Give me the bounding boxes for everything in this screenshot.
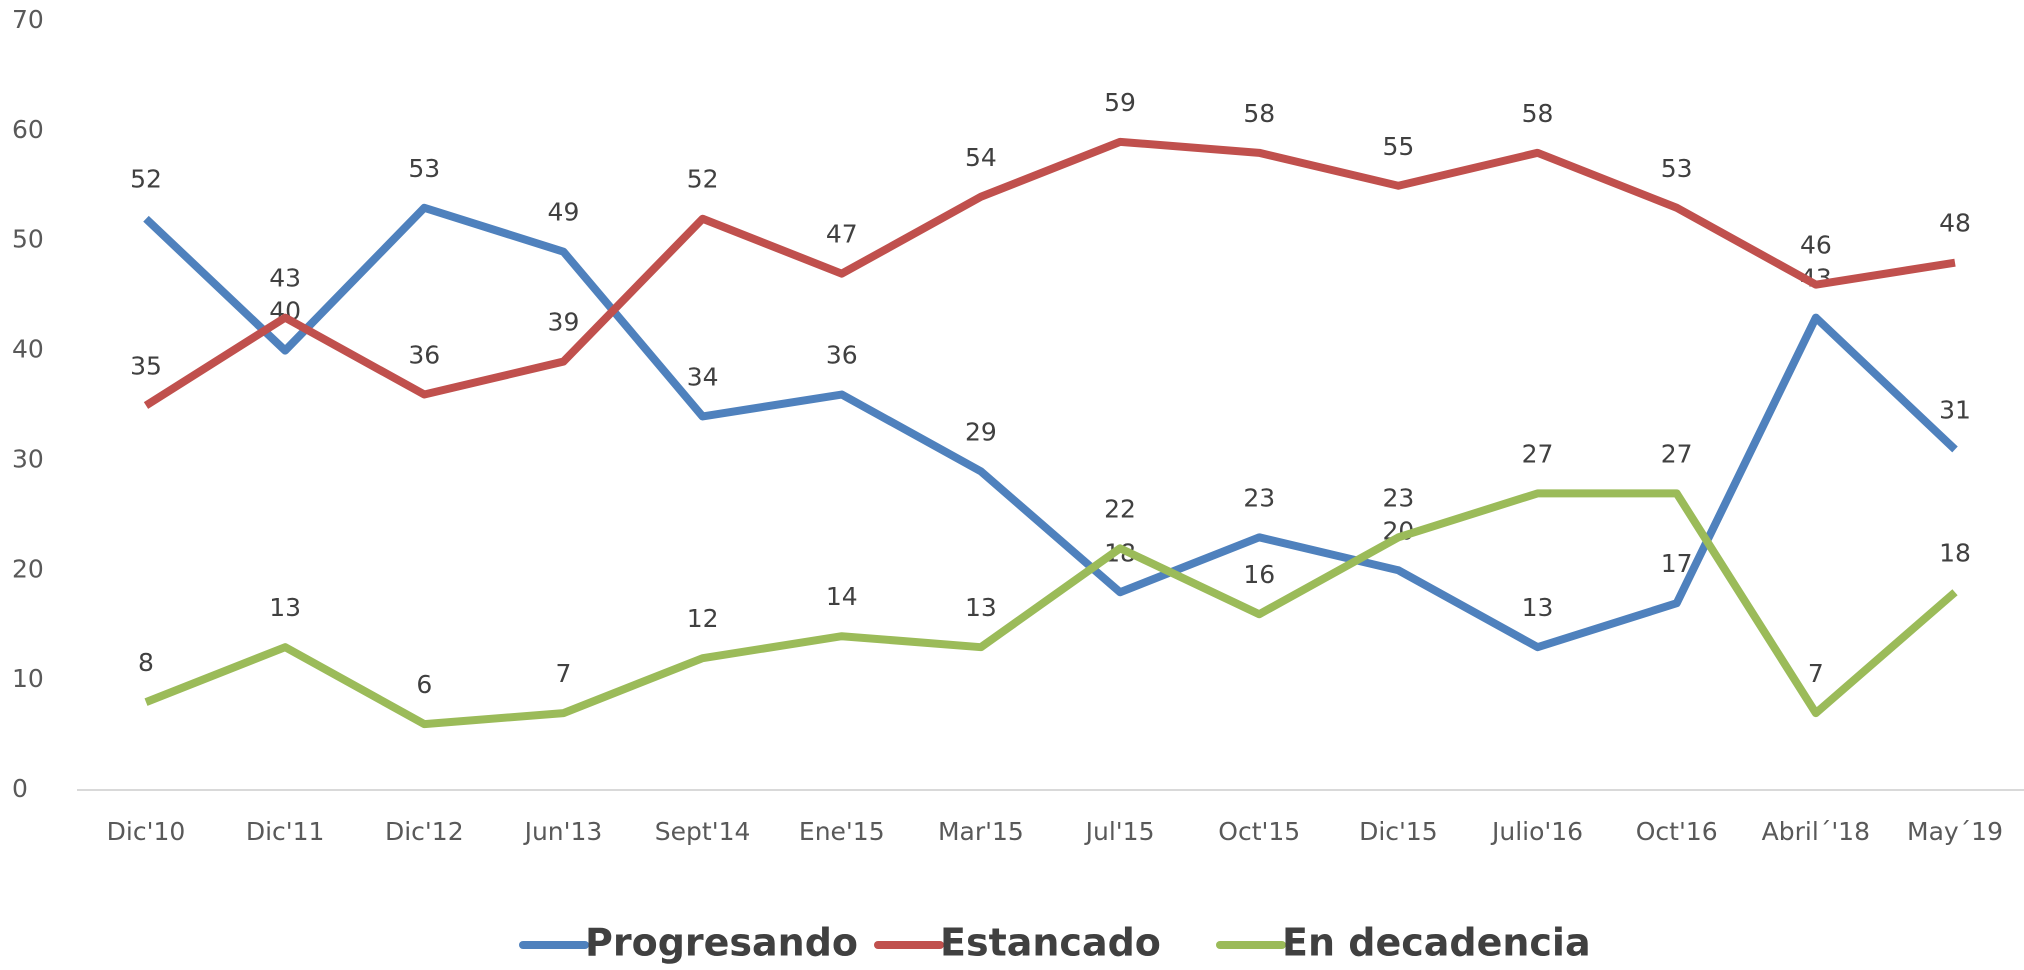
data-label: 36 — [408, 341, 440, 370]
data-label: 6 — [416, 670, 432, 699]
data-label: 13 — [965, 593, 997, 622]
x-tick-label: Oct'15 — [1218, 817, 1300, 846]
data-label: 31 — [1939, 395, 1971, 424]
data-label: 48 — [1939, 209, 1971, 238]
data-label: 8 — [138, 648, 154, 677]
data-label: 49 — [548, 198, 580, 227]
data-label: 58 — [1522, 99, 1554, 128]
data-label: 22 — [1104, 494, 1136, 523]
data-label: 14 — [826, 582, 858, 611]
data-label: 7 — [556, 659, 572, 688]
data-label: 53 — [1661, 154, 1693, 183]
series-line — [143, 137, 1956, 409]
y-tick-label: 30 — [12, 444, 44, 473]
data-label: 7 — [1808, 659, 1824, 688]
x-tick-label: Ene'15 — [799, 817, 885, 846]
y-tick-label: 50 — [12, 225, 44, 254]
data-label: 16 — [1243, 560, 1275, 589]
data-label: 27 — [1661, 439, 1693, 468]
series-line — [144, 489, 1958, 729]
data-label: 23 — [1243, 483, 1275, 512]
data-label: 18 — [1939, 538, 1971, 567]
x-tick-label: Sept'14 — [655, 817, 751, 846]
x-tick-label: Dic'15 — [1359, 817, 1438, 846]
x-tick-label: Dic'12 — [385, 817, 464, 846]
data-label: 27 — [1522, 439, 1554, 468]
x-tick-label: Jun'13 — [523, 817, 603, 846]
data-label: 17 — [1661, 549, 1693, 578]
data-label: 43 — [269, 264, 301, 293]
data-label: 36 — [826, 341, 858, 370]
data-label: 59 — [1104, 88, 1136, 117]
data-label: 12 — [687, 604, 719, 633]
data-label: 54 — [965, 143, 997, 172]
x-tick-label: Abril´'18 — [1762, 817, 1870, 846]
data-label: 35 — [130, 352, 162, 381]
x-tick-label: Dic'11 — [246, 817, 325, 846]
series-line — [143, 203, 1958, 652]
legend-label: En decadencia — [1282, 921, 1591, 965]
legend-label: Estancado — [940, 921, 1161, 965]
x-tick-label: May´19 — [1907, 817, 2003, 846]
data-label: 47 — [826, 220, 858, 249]
data-label: 29 — [965, 417, 997, 446]
y-tick-label: 40 — [12, 335, 44, 364]
y-tick-label: 70 — [12, 5, 44, 34]
data-label: 52 — [687, 165, 719, 194]
x-tick-label: Dic'10 — [107, 817, 186, 846]
legend-label: Progresando — [585, 921, 858, 965]
data-label: 55 — [1382, 132, 1414, 161]
x-tick-label: Julio'16 — [1490, 817, 1583, 846]
data-label: 13 — [269, 593, 301, 622]
x-tick-label: Oct'16 — [1636, 817, 1718, 846]
data-label: 39 — [548, 308, 580, 337]
y-tick-label: 10 — [12, 664, 44, 693]
data-label: 46 — [1800, 231, 1832, 260]
y-tick-label: 60 — [12, 115, 44, 144]
x-tick-label: Mar'15 — [938, 817, 1024, 846]
data-label: 58 — [1243, 99, 1275, 128]
y-tick-label: 0 — [12, 774, 28, 803]
data-label: 52 — [130, 165, 162, 194]
data-label: 13 — [1522, 593, 1554, 622]
data-label: 34 — [687, 362, 719, 391]
data-label: 23 — [1382, 483, 1414, 512]
y-tick-label: 20 — [12, 554, 44, 583]
x-tick-label: Jul'15 — [1084, 817, 1155, 846]
data-label: 53 — [408, 154, 440, 183]
